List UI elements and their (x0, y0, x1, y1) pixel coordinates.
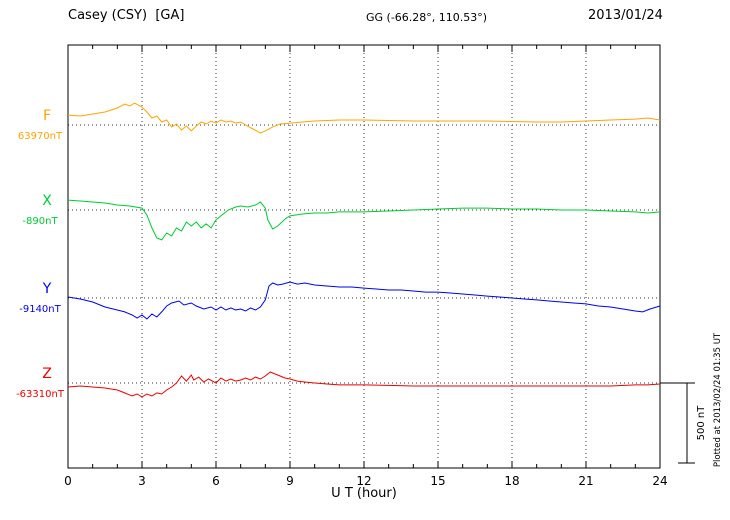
plotted-note: Plotted at 2013/02/24 01:35 UT (713, 332, 723, 467)
series-label-Z: Z (42, 366, 52, 382)
trace-F (67, 102, 661, 134)
x-axis-label: U T (hour) (331, 486, 397, 501)
plot-frame (67, 44, 661, 469)
series-label-Y: Y (42, 281, 52, 297)
series-value-Y: -9140nT (19, 304, 61, 315)
trace-Z (67, 371, 661, 398)
x-tick-label: 12 (356, 474, 371, 488)
series-label-F: F (43, 108, 51, 124)
x-tick-label: 6 (212, 474, 220, 488)
series-label-X: X (42, 193, 52, 209)
geographic-coords: GG (-66.28°, 110.53°) (366, 11, 488, 24)
x-tick-label: 9 (286, 474, 294, 488)
x-tick-label: 3 (138, 474, 146, 488)
series-value-X: -890nT (22, 216, 58, 227)
scalebar-label: 500 nT (696, 405, 707, 441)
station-title: Casey (CSY) [GA] (68, 8, 185, 23)
series-value-F: 63970nT (18, 131, 63, 142)
x-tick-label: 24 (652, 474, 667, 488)
x-tick-label: 0 (64, 474, 72, 488)
trace-Y (67, 281, 661, 320)
trace-X (67, 199, 661, 241)
x-tick-label: 15 (430, 474, 445, 488)
plot-date: 2013/01/24 (588, 8, 663, 23)
x-tick-label: 21 (578, 474, 593, 488)
x-tick-label: 18 (504, 474, 519, 488)
series-value-Z: -63310nT (16, 389, 65, 400)
